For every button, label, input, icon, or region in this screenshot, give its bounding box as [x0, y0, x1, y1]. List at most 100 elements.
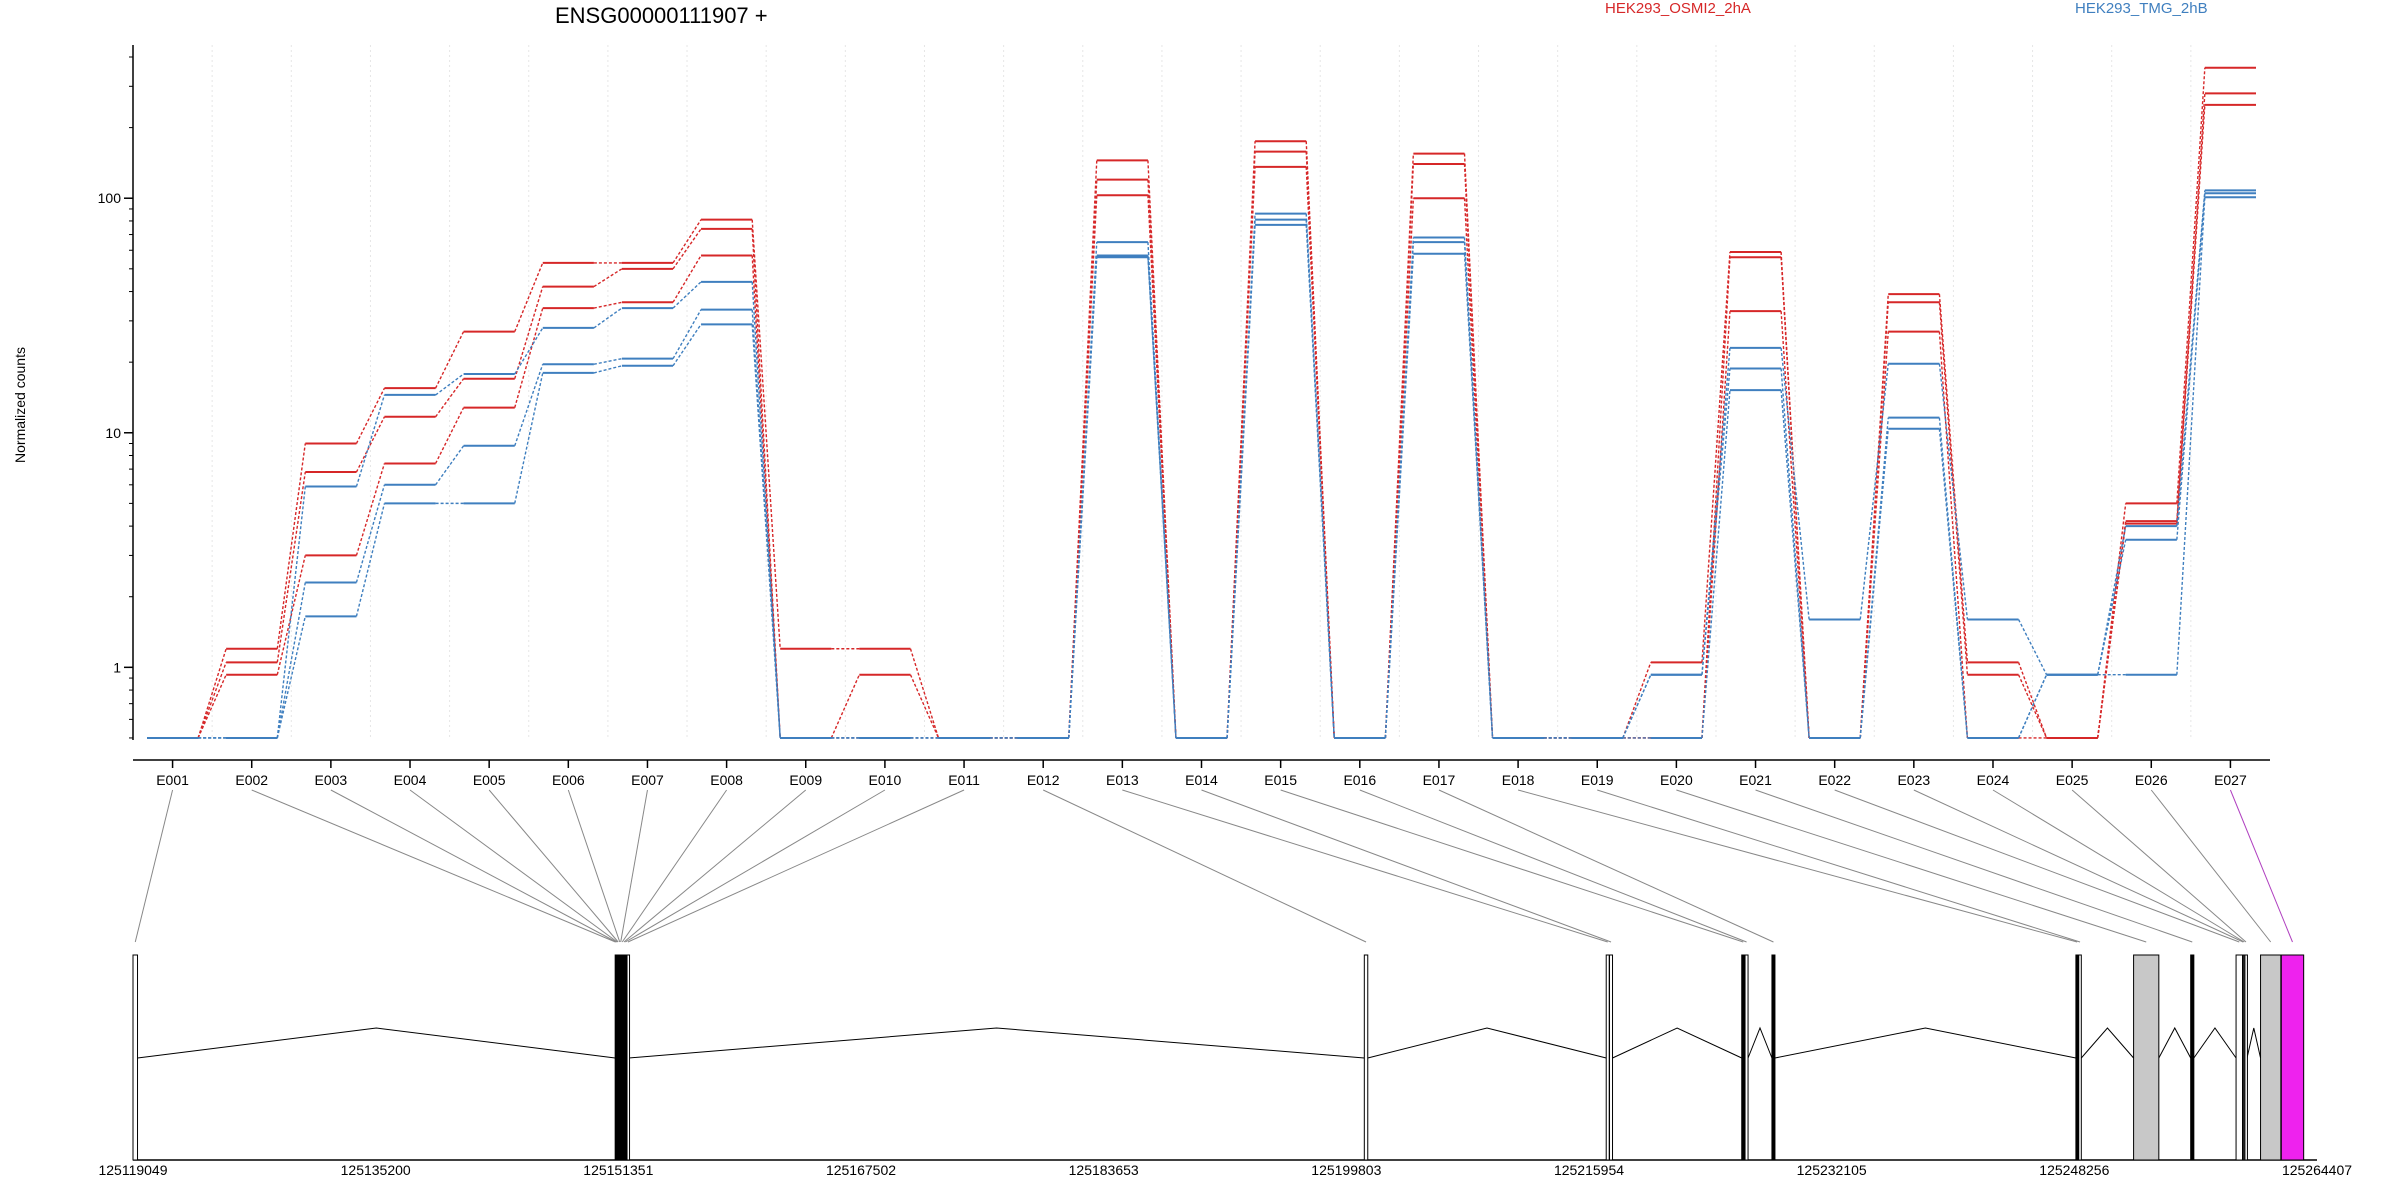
- series-1: [147, 66, 2256, 739]
- legend-entry-osmi2: HEK293_OSMI2_2hA: [1605, 0, 1751, 17]
- connector-E018: [1517, 789, 2078, 943]
- series-4: [147, 189, 2256, 739]
- connector-segment: [355, 503, 386, 617]
- connector-segment: [2097, 539, 2127, 675]
- x-tick-label-E015: E015: [1264, 772, 1297, 788]
- connector-segment: [909, 648, 940, 739]
- connector-segment: [2176, 93, 2206, 522]
- exon-E014: [1609, 954, 1614, 1161]
- genome-coordinate-label: 125151351: [583, 1162, 653, 1178]
- connector-E013: [1122, 789, 1608, 943]
- x-tick-label-E018: E018: [1502, 772, 1535, 788]
- genome-coordinate-label: 125135200: [341, 1162, 411, 1178]
- connector-segment: [1226, 224, 1256, 738]
- x-tick-label-E022: E022: [1818, 772, 1851, 788]
- connector-segment: [276, 486, 306, 739]
- connector-segment: [435, 378, 465, 418]
- intron: [137, 1027, 616, 1059]
- connector-segment: [514, 372, 544, 504]
- connector-segment: [197, 648, 227, 739]
- x-tick-label-E012: E012: [1027, 772, 1060, 788]
- connector-segment: [2176, 67, 2206, 504]
- connector-segment: [2017, 674, 2048, 739]
- connector-segment: [1780, 368, 1810, 738]
- exon-E025: [2244, 954, 2248, 1161]
- connector-segment: [434, 331, 465, 389]
- connector-segment: [830, 674, 860, 739]
- connector-segment: [276, 616, 306, 739]
- connector-segment: [672, 255, 702, 303]
- connector-segment: [2017, 674, 2048, 739]
- connector-E011: [627, 789, 965, 943]
- connector-E017: [1438, 789, 1774, 943]
- connector-segment: [1622, 662, 1652, 739]
- connector-segment: [276, 582, 306, 739]
- connector-segment: [1859, 363, 1889, 620]
- connector-segment: [1226, 151, 1256, 738]
- connector-E027: [2229, 789, 2293, 943]
- intron: [2193, 1027, 2237, 1059]
- connector-segment: [2176, 190, 2206, 527]
- legend-entry-tmg: HEK293_TMG_2hB: [2075, 0, 2208, 17]
- intron: [1774, 1027, 2076, 1059]
- intron: [2080, 1027, 2134, 1059]
- exon-E013: [1605, 954, 1610, 1161]
- x-tick-label-E008: E008: [710, 772, 743, 788]
- intron: [2246, 1027, 2262, 1059]
- connector-E019: [1597, 789, 2081, 943]
- connector-segment: [593, 307, 623, 329]
- series-6: [147, 196, 2256, 739]
- x-tick-label-E025: E025: [2056, 772, 2089, 788]
- intron: [1612, 1027, 1742, 1059]
- genome-coordinate-label: 125199803: [1311, 1162, 1381, 1178]
- genome-coordinate-label: 125215954: [1554, 1162, 1624, 1178]
- connector-segment: [1701, 368, 1731, 675]
- connector-segment: [355, 394, 386, 487]
- x-tick-label-E009: E009: [789, 772, 822, 788]
- x-tick-label-E014: E014: [1185, 772, 1218, 788]
- exon-E026: [2260, 954, 2282, 1161]
- connector-E024: [1992, 789, 2245, 943]
- x-tick-label-E011: E011: [948, 772, 980, 788]
- genome-coordinate-label: 125167502: [826, 1162, 896, 1178]
- connector-segment: [672, 281, 702, 309]
- x-tick-label-E002: E002: [235, 772, 268, 788]
- connector-segment: [1938, 428, 1969, 739]
- connector-E026: [2150, 789, 2272, 943]
- connector-segment: [1384, 253, 1415, 738]
- connector-segment: [435, 373, 465, 396]
- exon-E015: [1741, 954, 1746, 1161]
- connector-segment: [514, 327, 544, 375]
- y-tick-label: 10: [105, 425, 121, 441]
- connector-E006: [567, 789, 621, 943]
- connector-E014: [1201, 789, 1612, 943]
- connector-segment: [1305, 224, 1335, 738]
- connector-segment: [276, 555, 306, 675]
- connector-segment: [1068, 257, 1098, 738]
- x-tick-label-E019: E019: [1581, 772, 1614, 788]
- x-tick-label-E007: E007: [631, 772, 664, 788]
- connector-segment: [751, 281, 781, 738]
- connector-segment: [1780, 311, 1810, 738]
- connector-E020: [1676, 789, 2147, 943]
- x-tick-label-E026: E026: [2135, 772, 2168, 788]
- genome-coordinate-label: 125264407: [2282, 1162, 2352, 1178]
- connector-segment: [672, 323, 702, 367]
- connector-E007: [620, 789, 648, 943]
- connector-segment: [2097, 503, 2127, 739]
- connector-E002: [251, 789, 616, 943]
- x-tick-label-E003: E003: [315, 772, 348, 788]
- connector-segment: [355, 387, 386, 444]
- connector-E009: [623, 789, 807, 943]
- connector-segment: [514, 286, 544, 379]
- connector-segment: [751, 219, 781, 649]
- connector-E021: [1755, 789, 2193, 943]
- genome-coordinate-label: 125183653: [1069, 1162, 1139, 1178]
- connector-E004: [409, 789, 618, 943]
- connector-segment: [1780, 390, 1810, 738]
- connector-segment: [1701, 251, 1731, 663]
- connector-segment: [593, 268, 623, 288]
- intron: [1367, 1027, 1607, 1059]
- connector-segment: [1859, 428, 1889, 739]
